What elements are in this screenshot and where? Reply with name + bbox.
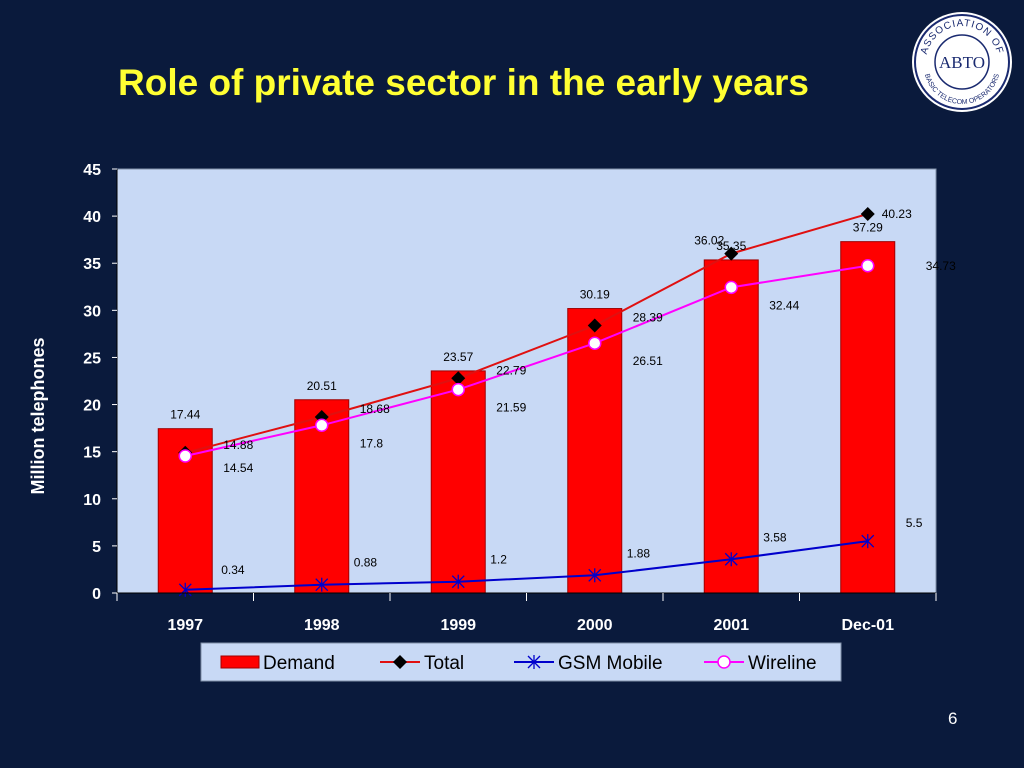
demand-bars xyxy=(157,241,896,594)
legend-swatch-demand xyxy=(220,655,260,669)
y-tick-label-20: 20 xyxy=(83,398,101,415)
x-tick-label-3: 2000 xyxy=(577,617,613,634)
gsm-mobile-label-0: 0.34 xyxy=(221,563,245,577)
gsm-mobile-label-4: 3.58 xyxy=(763,530,787,544)
x-tick-label-0: 1997 xyxy=(167,617,203,634)
y-tick-label-0: 0 xyxy=(92,586,101,603)
line-wireline xyxy=(185,264,868,457)
wireline-label-4: 32.44 xyxy=(769,298,799,312)
total-label-0: 14.88 xyxy=(223,438,253,452)
wireline-marker-3 xyxy=(588,336,602,350)
y-tick-label-25: 25 xyxy=(83,350,101,367)
wireline-marker-1 xyxy=(315,418,329,433)
demand-bar-2 xyxy=(430,370,486,594)
data-labels: 17.44 20.51 23.57 30.19 35.35 37.29 14.88 18.68… xyxy=(170,207,956,577)
y-tick-label-10: 10 xyxy=(83,492,101,509)
y-tick-label-5: 5 xyxy=(92,539,101,556)
total-label-2: 22.79 xyxy=(496,363,526,377)
gsm-mobile-marker-4 xyxy=(724,552,738,567)
wireline-marker-0 xyxy=(178,449,192,463)
axes: 0 5 10 15 20 25 30 35 40 45 1997 1998 1999 2000 2001 De… xyxy=(83,162,937,634)
wireline-label-0: 14.54 xyxy=(223,461,253,475)
series-lines xyxy=(184,212,869,591)
abto-seal-logo-icon: ASSOCIATION OF BASIC TELECOM OPERATORS A… xyxy=(912,12,1012,112)
y-tick-label-40: 40 xyxy=(83,209,101,226)
y-tick-label-15: 15 xyxy=(83,445,101,462)
x-tick-label-4: 2001 xyxy=(713,617,749,634)
logo-center-text: ABTO xyxy=(939,53,985,72)
gsm-mobile-label-1: 0.88 xyxy=(354,556,378,570)
total-marker-3 xyxy=(587,318,602,333)
y-axis-label: Million telephones xyxy=(28,337,48,494)
wireline-label-3: 26.51 xyxy=(633,354,663,368)
legend-marker-wireline xyxy=(717,655,731,669)
legend-label-demand: Demand xyxy=(263,653,335,674)
total-marker-4 xyxy=(724,246,739,261)
wireline-marker-5 xyxy=(861,259,875,273)
legend-marker-gsm-mobile xyxy=(527,655,541,669)
gsm-mobile-label-2: 1.2 xyxy=(490,553,507,567)
wireline-marker-2 xyxy=(451,382,465,397)
demand-bar-4 xyxy=(703,259,759,594)
page-number: 6 xyxy=(948,709,958,728)
demand-label-1: 20.51 xyxy=(307,379,337,393)
gsm-mobile-marker-2 xyxy=(451,574,465,589)
total-marker-5 xyxy=(860,206,875,221)
series-markers xyxy=(178,206,875,597)
line-gsm-mobile xyxy=(185,540,868,591)
gsm-mobile-marker-3 xyxy=(588,568,602,583)
y-tick-label-35: 35 xyxy=(83,256,101,273)
legend-label-total: Total xyxy=(424,653,464,674)
demand-label-4: 35.35 xyxy=(716,239,746,253)
legend-label-gsm-mobile: GSM Mobile xyxy=(558,653,663,674)
legend: Demand Total GSM Mobile Wireline xyxy=(200,642,842,682)
y-tick-label-45: 45 xyxy=(83,162,101,179)
plot-area xyxy=(116,168,937,594)
total-label-1: 18.68 xyxy=(360,402,390,416)
total-label-3: 28.39 xyxy=(633,311,663,325)
demand-label-5: 37.29 xyxy=(853,221,883,235)
gsm-mobile-marker-5 xyxy=(861,534,875,549)
total-label-4: 36.02 xyxy=(694,234,724,248)
wireline-marker-4 xyxy=(724,280,738,295)
y-tick-label-30: 30 xyxy=(83,303,101,320)
gsm-mobile-label-5: 5.5 xyxy=(906,516,923,530)
demand-label-0: 17.44 xyxy=(170,408,200,422)
wireline-label-5: 34.73 xyxy=(926,259,956,273)
x-tick-label-1: 1998 xyxy=(304,617,340,634)
total-marker-2 xyxy=(451,371,466,386)
demand-bar-3 xyxy=(567,308,623,594)
gsm-mobile-label-3: 1.88 xyxy=(627,546,651,560)
legend-marker-total xyxy=(393,655,407,669)
x-tick-label-5: Dec-01 xyxy=(842,617,895,634)
wireline-label-1: 17.8 xyxy=(360,436,384,450)
demand-label-3: 30.19 xyxy=(580,288,610,302)
gsm-mobile-marker-0 xyxy=(178,582,192,597)
wireline-label-2: 21.59 xyxy=(496,401,526,415)
slide-title: Role of private sector in the early year… xyxy=(118,62,809,103)
legend-label-wireline: Wireline xyxy=(748,653,817,674)
line-total xyxy=(184,212,869,454)
x-tick-label-2: 1999 xyxy=(440,617,476,634)
total-label-5: 40.23 xyxy=(882,207,912,221)
gsm-mobile-marker-1 xyxy=(315,577,329,592)
demand-label-2: 23.57 xyxy=(443,350,473,364)
